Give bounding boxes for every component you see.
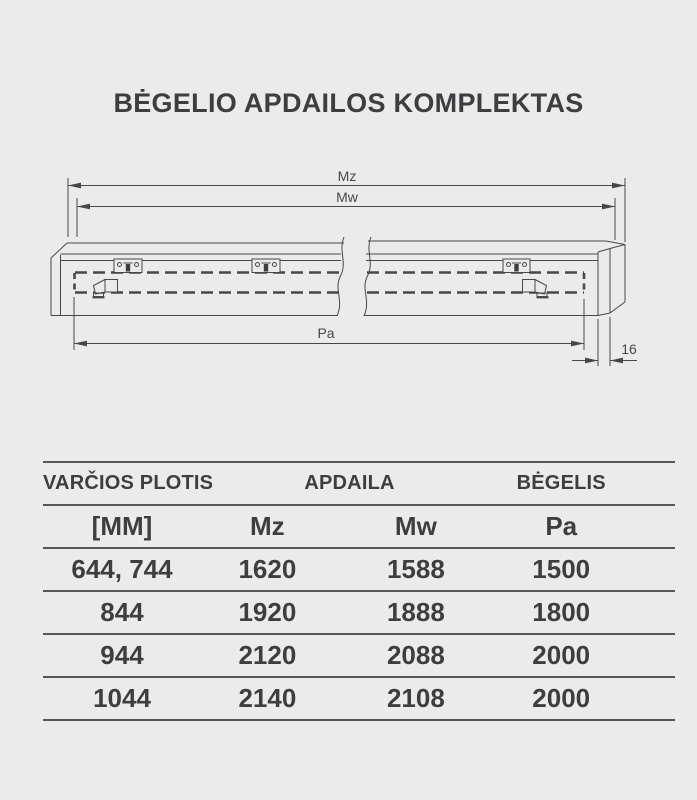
dim-label-mz: Mz bbox=[338, 168, 357, 184]
cell-mw: 2108 bbox=[386, 683, 445, 713]
dimension-pa: Pa bbox=[73, 297, 585, 350]
mounting-bracket-icon bbox=[502, 258, 531, 273]
mounting-bracket-icon bbox=[113, 258, 143, 273]
arrow-left-icon bbox=[77, 203, 90, 210]
cell-width: 644, 744 bbox=[71, 554, 173, 584]
header-begelis: BĖGELIS bbox=[516, 472, 606, 494]
cell-mw: 1588 bbox=[386, 554, 445, 584]
arrow-right-icon bbox=[602, 203, 615, 210]
cell-mz: 1920 bbox=[238, 597, 297, 627]
dim-label-mw: Mw bbox=[336, 189, 359, 205]
cell-pa: 1500 bbox=[532, 554, 591, 584]
cell-pa: 1800 bbox=[532, 597, 591, 627]
arrow-right-icon bbox=[612, 182, 625, 189]
cell-mw: 1888 bbox=[386, 597, 445, 627]
table-subheader-row: [MM] Mz Mw Pa bbox=[43, 506, 675, 549]
table-group-header-row: VARČIOS PLOTIS APDAILA BĖGELIS bbox=[43, 463, 675, 506]
table-row: 944 2120 2088 2000 bbox=[43, 635, 675, 678]
dimension-mz: Mz bbox=[67, 168, 626, 242]
hidden-track-lines bbox=[73, 271, 586, 294]
cell-mz: 2120 bbox=[238, 640, 297, 670]
subheader-mw: Mw bbox=[394, 511, 437, 541]
dim-label-pa: Pa bbox=[317, 325, 334, 341]
table-row: 844 1920 1888 1800 bbox=[43, 592, 675, 635]
arrow-left-icon bbox=[74, 340, 87, 347]
technical-drawing: Mz Mw bbox=[50, 168, 637, 366]
rail-right-section bbox=[363, 236, 626, 317]
arrow-left-icon bbox=[610, 357, 623, 364]
cell-mw: 2088 bbox=[386, 640, 445, 670]
cell-width: 944 bbox=[100, 640, 144, 670]
arrow-right-icon bbox=[571, 340, 584, 347]
arrow-right-icon bbox=[585, 357, 598, 364]
subheader-pa: Pa bbox=[545, 511, 578, 541]
header-varcios-plotis: VARČIOS PLOTIS bbox=[43, 472, 214, 494]
cell-width: 1044 bbox=[93, 683, 151, 713]
break-line bbox=[336, 236, 345, 317]
cell-mz: 1620 bbox=[238, 554, 297, 584]
dimension-end-thickness: 16 bbox=[572, 317, 637, 366]
rail-left-section bbox=[50, 236, 345, 317]
spec-table: VARČIOS PLOTIS APDAILA BĖGELIS [MM] Mz M… bbox=[43, 461, 675, 721]
cell-width: 844 bbox=[100, 597, 144, 627]
subheader-mz: Mz bbox=[250, 511, 285, 541]
page-title: BĖGELIO APDAILOS KOMPLEKTAS bbox=[113, 88, 584, 118]
break-line bbox=[363, 236, 372, 317]
dim-label-16: 16 bbox=[621, 341, 637, 357]
arrow-left-icon bbox=[68, 182, 81, 189]
table-row: 1044 2140 2108 2000 bbox=[43, 678, 675, 721]
mounting-bracket-icon bbox=[251, 258, 281, 273]
cell-mz: 2140 bbox=[238, 683, 297, 713]
trolley-block-icon bbox=[92, 278, 118, 299]
header-apdaila: APDAILA bbox=[304, 472, 395, 494]
cell-pa: 2000 bbox=[532, 640, 591, 670]
subheader-unit: [MM] bbox=[91, 511, 153, 541]
cell-pa: 2000 bbox=[532, 683, 591, 713]
dimension-mw: Mw bbox=[76, 189, 616, 240]
trolley-block-icon bbox=[522, 278, 549, 299]
table-row: 644, 744 1620 1588 1500 bbox=[43, 549, 675, 592]
